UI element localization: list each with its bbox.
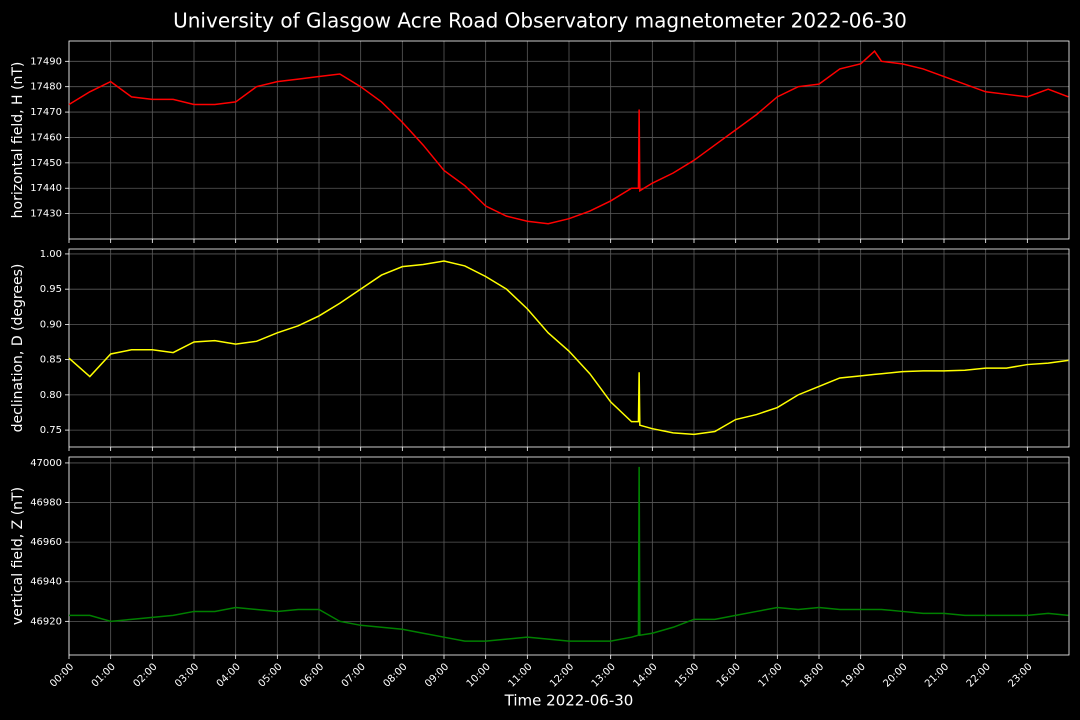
- y-tick-label: 46940: [30, 577, 62, 588]
- y-axis-label: vertical field, Z (nT): [10, 487, 26, 625]
- y-tick-label: 47000: [30, 458, 62, 469]
- y-tick-label: 17450: [30, 158, 62, 169]
- y-tick-label: 1.00: [40, 249, 62, 260]
- y-tick-label: 17430: [30, 209, 62, 220]
- x-axis-label: Time 2022-06-30: [504, 692, 634, 710]
- y-axis-label: declination, D (degrees): [10, 264, 26, 433]
- plot-frame: [68, 40, 1070, 240]
- y-tick-label: 0.95: [40, 284, 62, 295]
- y-tick-label: 46980: [30, 498, 62, 509]
- plot-frame: [68, 248, 1070, 448]
- y-tick-label: 17440: [30, 183, 62, 194]
- y-axis-label: horizontal field, H (nT): [10, 62, 26, 219]
- y-tick-label: 17480: [30, 82, 62, 93]
- data-line: [68, 260, 1069, 436]
- data-line: [69, 466, 1069, 642]
- y-tick-label: 17470: [30, 107, 62, 118]
- y-tick-label: 0.85: [40, 355, 62, 366]
- data-line: [68, 50, 1069, 225]
- y-tick-label: 17490: [30, 56, 62, 67]
- y-tick-label: 46960: [30, 537, 62, 548]
- y-tick-label: 0.80: [40, 390, 62, 401]
- plot-frame: [68, 456, 1070, 656]
- y-tick-label: 46920: [30, 616, 62, 627]
- figure-title: University of Glasgow Acre Road Observat…: [173, 9, 907, 33]
- y-tick-label: 0.90: [40, 319, 62, 330]
- y-tick-label: 17460: [30, 132, 62, 143]
- y-tick-label: 0.75: [40, 425, 62, 436]
